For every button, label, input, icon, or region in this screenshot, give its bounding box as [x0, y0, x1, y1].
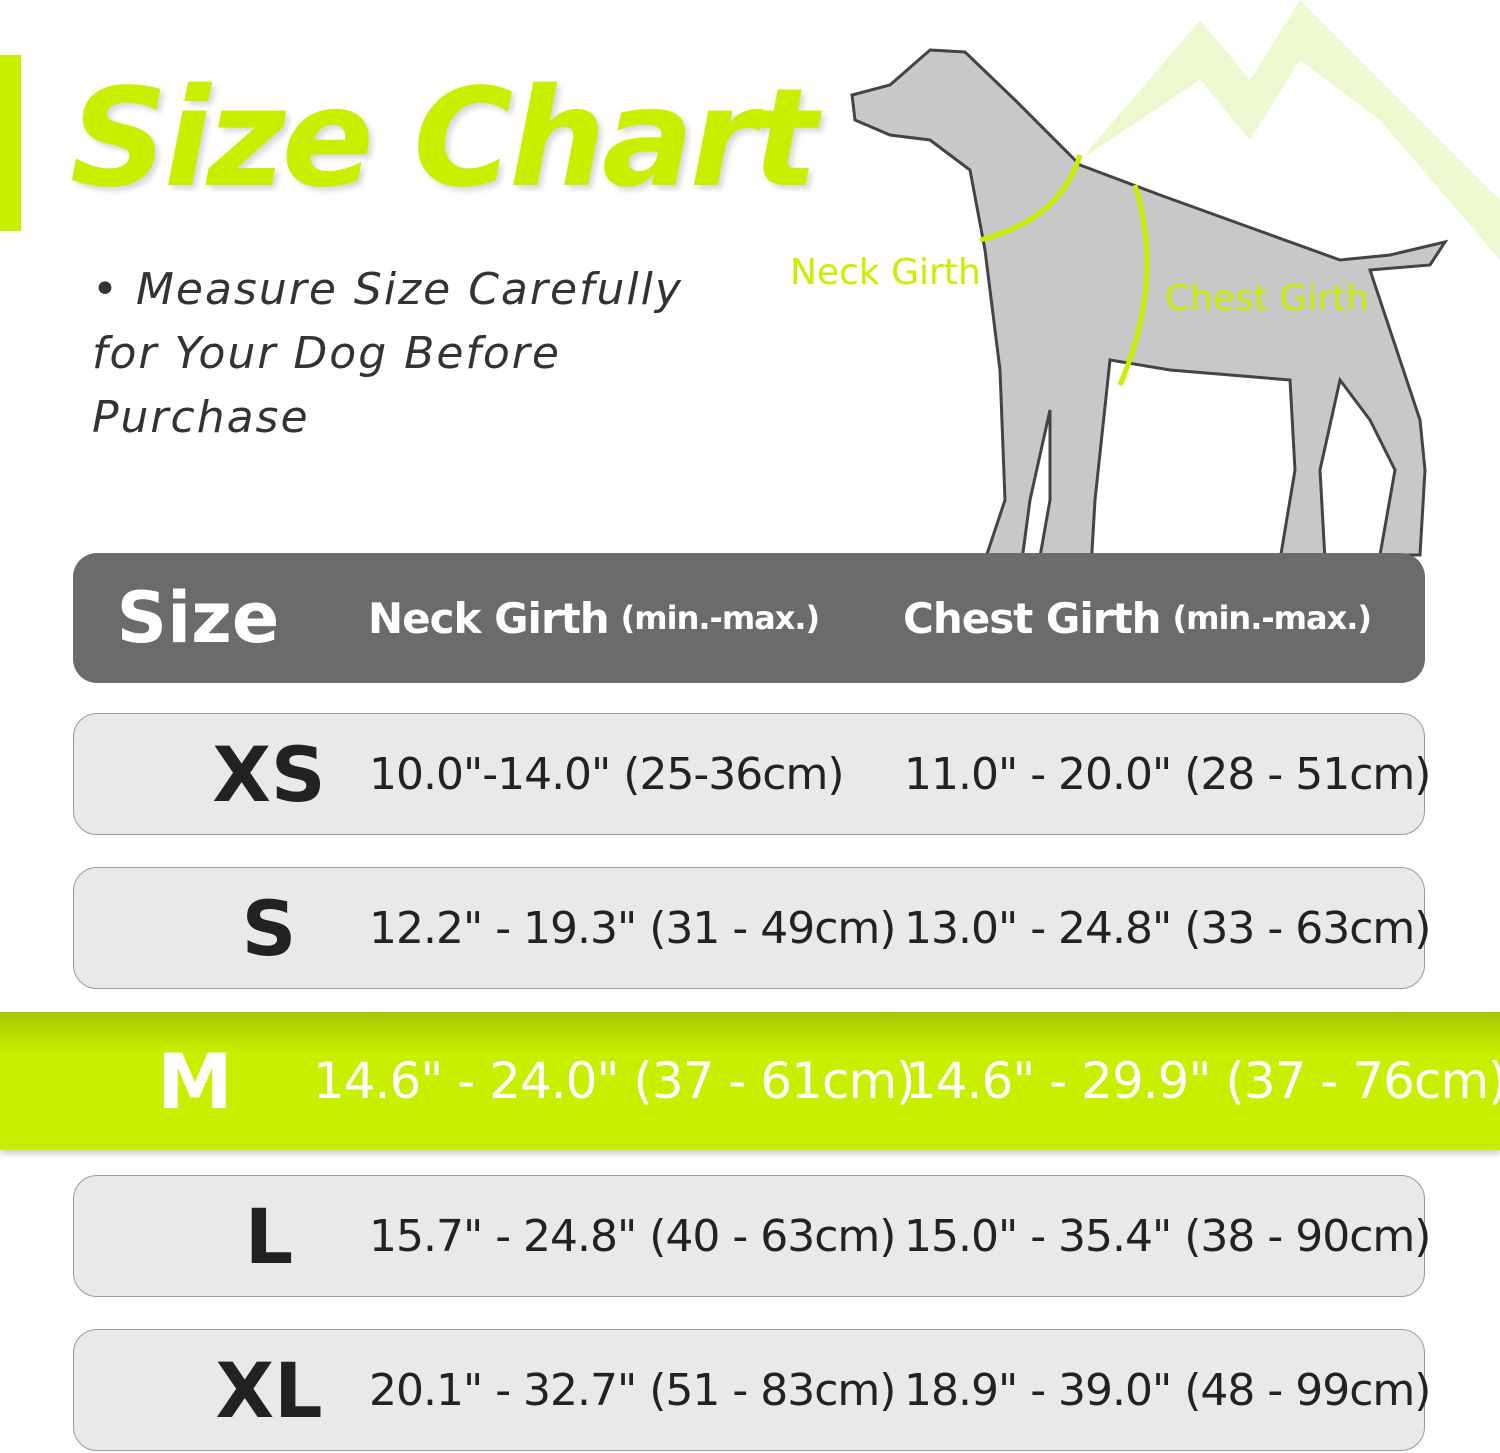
chest-girth-label: Chest Girth — [1165, 278, 1370, 319]
table-row: XL 20.1" - 32.7" (51 - 83cm) 18.9" - 39.… — [73, 1329, 1431, 1451]
chest-cell: 18.9" - 39.0" (48 - 99cm) — [904, 1364, 1431, 1416]
header-chest: Chest Girth (min.-max.) — [903, 553, 1372, 683]
dog-measurement-diagram — [850, 0, 1500, 587]
header-neck: Neck Girth (min.-max.) — [368, 553, 821, 683]
header-chest-sub: (min.-max.) — [1172, 599, 1372, 637]
table-row: S 12.2" - 19.3" (31 - 49cm) 13.0" - 24.8… — [73, 867, 1431, 989]
page-title: Size Chart — [70, 60, 818, 218]
table-row: XS 10.0"-14.0" (25-36cm) 11.0" - 20.0" (… — [73, 713, 1431, 835]
table-row-highlighted: M 14.6" - 24.0" (37 - 61cm) 14.6" - 29.9… — [0, 1012, 1500, 1150]
chest-cell: 11.0" - 20.0" (28 - 51cm) — [904, 748, 1431, 800]
neck-cell: 10.0"-14.0" (25-36cm) — [369, 748, 845, 800]
neck-cell: 15.7" - 24.8" (40 - 63cm) — [369, 1210, 896, 1262]
chest-girth-line — [1117, 184, 1150, 386]
size-cell: XS — [212, 729, 326, 819]
neck-girth-label: Neck Girth — [790, 252, 981, 293]
size-cell: XL — [215, 1345, 323, 1435]
chest-cell: 13.0" - 24.8" (33 - 63cm) — [904, 902, 1431, 954]
mountain-watermark — [1080, 0, 1500, 260]
table-row: L 15.7" - 24.8" (40 - 63cm) 15.0" - 35.4… — [73, 1175, 1431, 1297]
header-neck-sub: (min.-max.) — [620, 599, 821, 637]
size-cell: L — [244, 1191, 294, 1281]
size-cell: S — [241, 883, 297, 973]
chest-cell: 15.0" - 35.4" (38 - 90cm) — [904, 1210, 1431, 1262]
dog-silhouette — [850, 48, 1449, 587]
header-neck-label: Neck Girth — [368, 593, 610, 643]
measure-note: • Measure Size Carefully for Your Dog Be… — [92, 264, 683, 443]
size-cell: M — [157, 1036, 233, 1126]
accent-bar — [0, 55, 21, 231]
table-header: Size Neck Girth (min.-max.) Chest Girth (m… — [73, 553, 1425, 683]
chest-cell: 14.6" - 29.9" (37 - 76cm) — [905, 1052, 1500, 1110]
neck-cell: 14.6" - 24.0" (37 - 61cm) — [313, 1052, 916, 1110]
header-chest-label: Chest Girth — [903, 593, 1161, 643]
neck-cell: 12.2" - 19.3" (31 - 49cm) — [369, 902, 896, 954]
header-size: Size — [116, 577, 280, 659]
neck-girth-line — [979, 154, 1083, 243]
neck-cell: 20.1" - 32.7" (51 - 83cm) — [369, 1364, 896, 1416]
